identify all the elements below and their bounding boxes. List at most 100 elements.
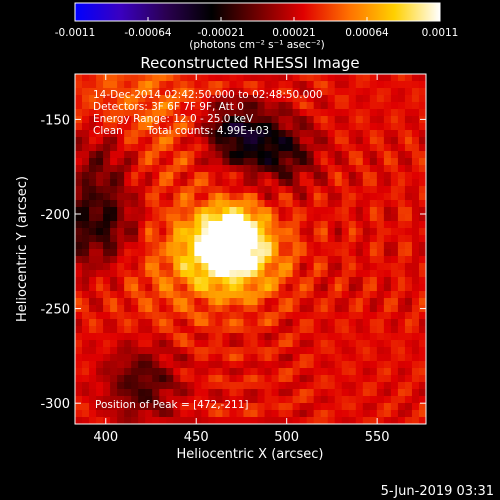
heatmap-cell <box>243 396 252 404</box>
heatmap-cell <box>278 319 287 327</box>
heatmap-cell <box>271 263 280 271</box>
heatmap-cell <box>390 284 399 292</box>
heatmap-cell <box>208 326 216 334</box>
heatmap-cell <box>110 375 118 383</box>
heatmap-cell <box>138 95 146 103</box>
heatmap-cell <box>418 102 426 110</box>
heatmap-cell <box>103 263 111 271</box>
heatmap-cell <box>222 319 231 327</box>
heatmap-cell <box>138 375 146 383</box>
heatmap-cell <box>131 151 139 159</box>
heatmap-cell <box>194 200 202 208</box>
heatmap-cell <box>96 340 104 348</box>
heatmap-cell <box>82 102 90 110</box>
heatmap-cell <box>75 312 83 320</box>
heatmap-cell <box>117 396 125 404</box>
heatmap-cell <box>173 137 181 145</box>
heatmap-cell <box>278 403 287 411</box>
heatmap-cell <box>194 193 202 201</box>
heatmap-cell <box>236 333 245 341</box>
heatmap-cell <box>89 263 97 271</box>
heatmap-cell <box>180 389 188 397</box>
heatmap-cell <box>250 172 259 180</box>
heatmap-cell <box>397 235 406 243</box>
heatmap-cell <box>348 200 357 208</box>
heatmap-cell <box>152 116 160 124</box>
heatmap-cell <box>180 319 188 327</box>
heatmap-cell <box>152 242 160 250</box>
heatmap-cell <box>103 179 111 187</box>
heatmap-cell <box>173 333 181 341</box>
x-tick-label: 500 <box>274 430 299 445</box>
heatmap-cell <box>201 137 209 145</box>
heatmap-cell <box>271 284 280 292</box>
heatmap-cell <box>194 368 202 376</box>
heatmap-cell <box>110 102 118 110</box>
heatmap-cell <box>390 263 399 271</box>
heatmap-cell <box>390 102 399 110</box>
heatmap-cell <box>292 375 301 383</box>
heatmap-cell <box>117 326 125 334</box>
heatmap-cell <box>264 333 273 341</box>
heatmap-cell <box>397 137 406 145</box>
heatmap-cell <box>362 102 371 110</box>
heatmap-cell <box>257 270 266 278</box>
heatmap-cell <box>250 347 259 355</box>
heatmap-cell <box>152 165 160 173</box>
heatmap-cell <box>82 242 90 250</box>
heatmap-cell <box>271 102 280 110</box>
heatmap-cell <box>194 256 202 264</box>
heatmap-cell <box>215 88 224 96</box>
heatmap-cell <box>257 333 266 341</box>
heatmap-cell <box>278 270 287 278</box>
heatmap-cell <box>271 298 280 306</box>
heatmap-cell <box>327 319 336 327</box>
heatmap-cell <box>243 326 252 334</box>
heatmap-cell <box>75 130 83 138</box>
heatmap-cell <box>404 165 413 173</box>
heatmap-cell <box>145 207 153 215</box>
heatmap-cell <box>355 144 364 152</box>
heatmap-cell <box>334 256 343 264</box>
heatmap-cell <box>355 277 364 285</box>
heatmap-cell <box>89 305 97 313</box>
heatmap-cell <box>334 200 343 208</box>
heatmap-cell <box>369 116 378 124</box>
heatmap-cell <box>285 179 294 187</box>
heatmap-cell <box>299 305 308 313</box>
heatmap-cell <box>278 347 287 355</box>
heatmap-cell <box>138 263 146 271</box>
heatmap-cell <box>194 263 202 271</box>
heatmap-cell <box>355 291 364 299</box>
heatmap-cell <box>229 249 238 257</box>
heatmap-cell <box>418 221 426 229</box>
heatmap-cell <box>306 312 315 320</box>
heatmap-cell <box>320 95 329 103</box>
heatmap-cell <box>103 389 111 397</box>
heatmap-cell <box>243 270 252 278</box>
heatmap-cell <box>215 382 224 390</box>
heatmap-cell <box>215 375 224 383</box>
heatmap-cell <box>271 361 280 369</box>
heatmap-cell <box>103 291 111 299</box>
heatmap-cell <box>327 81 336 89</box>
heatmap-cell <box>369 123 378 131</box>
heatmap-cell <box>117 158 125 166</box>
heatmap-cell <box>152 228 160 236</box>
heatmap-cell <box>250 109 259 117</box>
heatmap-cell <box>411 417 420 424</box>
heatmap-cell <box>124 151 132 159</box>
heatmap-cell <box>327 312 336 320</box>
heatmap-cell <box>89 389 97 397</box>
heatmap-cell <box>369 144 378 152</box>
heatmap-cell <box>208 368 216 376</box>
heatmap-cell <box>264 235 273 243</box>
heatmap-cell <box>292 326 301 334</box>
heatmap-cell <box>341 340 350 348</box>
heatmap-cell <box>229 88 238 96</box>
heatmap-cell <box>271 396 280 404</box>
heatmap-cell <box>236 284 245 292</box>
heatmap-cell <box>383 347 392 355</box>
heatmap-cell <box>89 368 97 376</box>
heatmap-cell <box>96 186 104 194</box>
